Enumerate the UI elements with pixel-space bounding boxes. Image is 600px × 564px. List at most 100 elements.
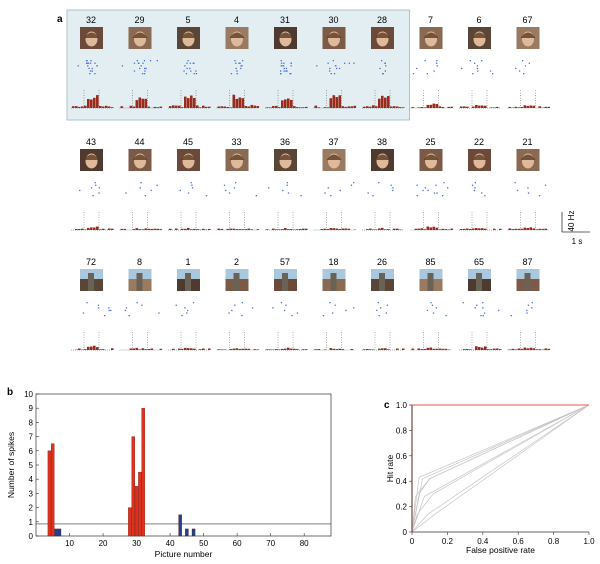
histogram-bar [299,229,302,230]
histogram-bar [175,228,178,230]
spike-dot [427,189,429,192]
histogram-bar [535,229,539,230]
raster-cell: 25 [410,137,454,231]
histogram-bar [426,347,430,350]
spike-dot [156,184,158,186]
object-shape [233,273,240,291]
spike-dot [481,60,483,62]
spike-dot [150,189,152,192]
spike-dot [544,184,547,186]
histogram-bar [535,349,539,350]
histogram-bar [135,347,139,350]
histogram-bar [129,105,133,108]
histogram-bar [147,228,151,230]
hair-shape [375,154,390,160]
spike-dot [104,315,106,317]
spike-dot [474,307,476,309]
histogram-bar [438,348,442,350]
histogram-bar [420,107,424,108]
x-tick-label: 60 [233,539,242,548]
raster-cell: 44 [119,137,163,231]
spike-dot [436,65,438,67]
celebrity-face-photo [419,149,443,171]
response-bar-blue [57,528,62,537]
spike-dot [272,307,274,309]
spike-dot [482,307,484,309]
hair-shape [229,154,245,160]
histogram-bar [341,349,345,350]
histogram-bar [184,96,187,108]
histogram-bar [84,349,87,350]
histogram-bar [547,106,551,108]
celebrity-face-photo [322,27,346,49]
spike-dot [327,187,329,189]
histogram-bar [253,105,257,108]
histogram-bar [538,228,542,230]
response-bar-red [47,450,52,537]
histogram-bar [87,227,90,230]
y-tick-label: 4 [29,475,34,484]
histogram-bar [384,229,387,230]
histogram-bar [532,105,536,108]
histogram-bar [135,228,139,230]
celebrity-face-photo [322,149,346,171]
spike-dot [87,62,90,64]
spike-dot [367,192,369,194]
spike-dot [90,187,93,189]
histogram-bar [284,348,287,350]
histogram-bar [199,107,202,108]
spike-dot [228,312,230,314]
histogram-bar [190,348,193,350]
histogram-bar [278,107,281,108]
histogram-bar [396,348,399,350]
spike-dot [186,312,188,314]
spike-dot [442,195,444,197]
histogram-bar [369,349,372,350]
histogram-bar [484,346,487,350]
spike-dot [82,312,85,314]
histogram-bar [475,105,478,108]
spike-dot [526,309,528,312]
histogram-bar [150,228,154,230]
histogram-bar [493,228,496,230]
spike-dot [189,67,191,70]
picture-number: 57 [280,257,290,267]
spike-dot [447,187,449,189]
spike-dot [175,304,177,306]
histogram-bar [435,348,439,350]
histogram-bar [317,349,321,350]
histogram-bar [184,228,187,230]
spike-dot [286,70,288,72]
picture-number: 32 [86,15,96,25]
spike-dot [144,70,146,72]
histogram-bar [141,98,145,108]
x-axis-label: Picture number [155,549,213,559]
raster-cell: 29 [119,15,163,109]
hair-shape [326,32,342,38]
histogram-bar [529,227,533,230]
spike-dot [386,304,388,306]
spike-dot [284,309,286,312]
histogram-bar [390,106,393,108]
histogram-bar [235,98,239,108]
histogram-bar [332,95,336,108]
histogram-bar [244,106,248,108]
histogram-bar [272,349,275,350]
histogram-bar [302,228,305,230]
response-bar-red [138,471,142,537]
histogram-bar [341,106,345,108]
histogram-bar [338,229,342,230]
spike-dot [378,315,380,317]
histogram-bar [432,226,436,230]
histogram-bar [293,348,296,350]
spike-dot [350,184,353,186]
spike-dot [96,65,98,67]
histogram-bar [402,348,405,350]
histogram-bar [159,106,163,108]
histogram-bar [132,106,136,108]
picture-number: 31 [280,15,290,25]
x-tick-label: 70 [266,539,275,548]
spike-dot [412,73,415,75]
histogram-bar [181,107,184,108]
histogram-bar [269,349,272,350]
